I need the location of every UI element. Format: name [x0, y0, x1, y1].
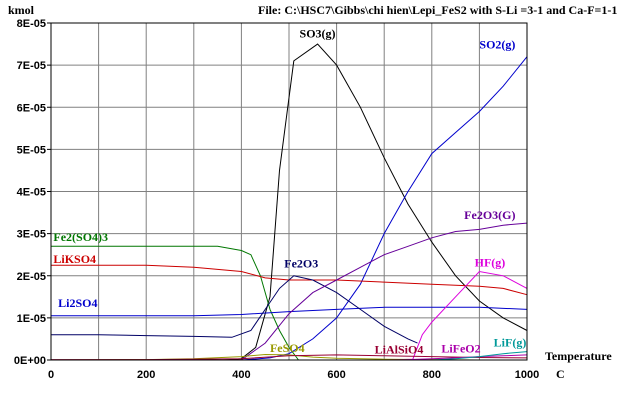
y-tick-label: 3E-05	[17, 229, 46, 241]
series-line-fe2o3	[51, 275, 418, 344]
x-axis-unit: C	[556, 367, 565, 381]
axis-ticks: 0 200 400 600 800 1000 0E+00 1E-05 2E-05 3E-05 4E-…	[14, 18, 539, 381]
series-labels: SO3(g) SO2(g) Fe2(SO4)3 LiKSO4 Li2SO4 Fe2O3 Fe…	[53, 27, 526, 357]
series-label-li2so4: Li2SO4	[58, 296, 97, 310]
series-label-fe2o3-g: Fe2O3(G)	[464, 208, 515, 222]
y-tick-label: 7E-05	[17, 60, 46, 72]
y-tick-label: 4E-05	[17, 187, 46, 199]
series-label-so2-g: SO2(g)	[479, 37, 515, 51]
x-tick-label: 200	[137, 369, 155, 381]
series-label-feso4: FeSO4	[270, 341, 305, 355]
x-tick-label: 1000	[515, 369, 539, 381]
y-tick-label: 6E-05	[17, 102, 46, 114]
y-tick-label: 5E-05	[17, 144, 46, 156]
x-tick-label: 0	[48, 369, 54, 381]
y-tick-label: 0E+00	[14, 355, 46, 367]
series-label-fe2-so4-3: Fe2(SO4)3	[53, 230, 108, 244]
series-label-hf-g: HF(g)	[475, 255, 506, 269]
x-tick-label: 400	[232, 369, 250, 381]
y-tick-label: 1E-05	[17, 313, 46, 325]
grid	[50, 22, 528, 361]
series-line-fe2o3-g	[51, 222, 528, 361]
series-line-li2so4	[51, 306, 528, 317]
y-tick-label: 8E-05	[17, 18, 46, 30]
x-axis-label: Temperature	[545, 349, 612, 363]
y-tick-label: 2E-05	[17, 271, 46, 283]
x-tick-label: 800	[423, 369, 441, 381]
series-label-so3-g: SO3(g)	[300, 27, 336, 41]
series-label-lif-g: LiF(g)	[494, 336, 527, 350]
series-label-lifeo2: LiFeO2	[441, 341, 480, 355]
y-axis-label: kmol	[8, 3, 35, 17]
chart-title: File: C:\HSC7\Gibbs\chi hien\Lepi_FeS2 w…	[258, 3, 617, 17]
series-label-lialsio4: LiAlSiO4	[375, 342, 424, 356]
series-line-fe2-so4-3	[51, 245, 299, 361]
x-tick-label: 600	[327, 369, 345, 381]
series-label-fe2o3: Fe2O3	[284, 256, 318, 270]
series-label-likso4: LiKSO4	[53, 252, 96, 266]
